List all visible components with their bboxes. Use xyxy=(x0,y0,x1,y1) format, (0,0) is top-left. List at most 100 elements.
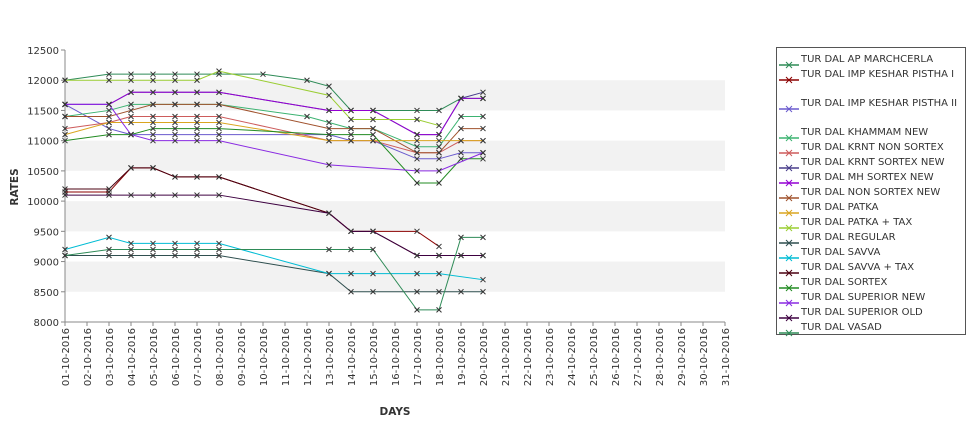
data-point xyxy=(348,107,354,114)
data-point xyxy=(216,125,222,132)
data-point xyxy=(128,107,134,114)
x-tick-label: 09-10-2016 xyxy=(237,328,248,386)
data-point xyxy=(216,192,222,198)
data-point xyxy=(480,234,486,241)
data-point xyxy=(480,252,486,259)
data-point xyxy=(128,240,134,247)
legend-label: TUR DAL SAVVA + TAX xyxy=(801,262,915,273)
legend-item: TUR DAL SORTEX xyxy=(777,277,961,292)
data-point xyxy=(216,119,222,126)
data-point xyxy=(128,101,134,108)
data-point xyxy=(348,270,354,277)
data-point xyxy=(326,83,332,90)
series-16 xyxy=(62,234,486,313)
data-point xyxy=(458,155,464,162)
x-axis-title: DAYS xyxy=(379,406,410,418)
data-point xyxy=(62,101,68,108)
data-point xyxy=(436,137,442,144)
legend-marker xyxy=(777,279,801,292)
x-tick-label: 29-10-2016 xyxy=(677,328,688,386)
data-point xyxy=(106,125,112,132)
data-point xyxy=(370,228,376,235)
x-tick-label: 27-10-2016 xyxy=(633,328,644,386)
x-tick-label: 30-10-2016 xyxy=(699,328,710,386)
y-tick-label: 11000 xyxy=(27,137,59,148)
data-point xyxy=(436,155,442,162)
series-7 xyxy=(62,101,486,156)
legend-item: TUR DAL NON SORTEX NEW xyxy=(777,187,961,202)
y-tick-label: 9000 xyxy=(34,258,59,269)
data-point xyxy=(458,137,464,144)
x-tick-label: 18-10-2016 xyxy=(435,328,446,386)
data-point xyxy=(436,307,442,313)
data-point xyxy=(326,119,332,126)
data-point xyxy=(326,161,332,168)
data-point xyxy=(172,89,178,96)
series-line xyxy=(65,103,483,154)
data-point xyxy=(414,107,420,114)
legend-label: TUR DAL SAVVA xyxy=(801,247,881,258)
data-point xyxy=(370,107,376,114)
legend-label: TUR DAL IMP KESHAR PISTHA II xyxy=(801,98,958,109)
data-point xyxy=(348,288,354,295)
legend-label: TUR DAL PATKA xyxy=(801,202,879,213)
data-point xyxy=(436,122,442,129)
data-point xyxy=(194,77,200,84)
data-point xyxy=(106,186,112,192)
data-point xyxy=(194,240,200,247)
x-tick-label: 25-10-2016 xyxy=(589,328,600,386)
data-point xyxy=(458,288,464,295)
data-point xyxy=(216,252,222,259)
series-line xyxy=(64,236,483,311)
legend-marker xyxy=(777,189,801,202)
series-line xyxy=(64,73,483,111)
legend-marker xyxy=(777,264,801,277)
data-point xyxy=(414,252,420,259)
data-point xyxy=(480,125,486,132)
data-point xyxy=(194,89,200,96)
legend-item: TUR DAL KRNT NON SORTEX xyxy=(777,142,961,157)
data-point xyxy=(414,228,420,235)
grid-band xyxy=(65,201,725,232)
data-point xyxy=(106,252,112,259)
data-point xyxy=(106,234,112,241)
data-point xyxy=(150,113,156,120)
data-point xyxy=(436,288,442,295)
data-point xyxy=(436,107,442,114)
series-line xyxy=(65,194,483,257)
legend-label: TUR DAL NON SORTEX NEW xyxy=(801,187,941,198)
data-point xyxy=(194,131,200,138)
data-point xyxy=(172,137,178,144)
x-tick-label: 22-10-2016 xyxy=(523,328,534,386)
legend-item: TUR DAL SUPERIOR NEW xyxy=(777,292,961,307)
data-point xyxy=(128,131,134,138)
data-point xyxy=(150,165,156,171)
x-tick-label: 21-10-2016 xyxy=(501,328,512,386)
x-tick-label: 01-10-2016 xyxy=(61,328,72,386)
data-point xyxy=(370,137,376,144)
data-point xyxy=(260,71,266,78)
legend-label: TUR DAL MH SORTEX NEW xyxy=(801,172,934,183)
legend-marker xyxy=(777,219,801,232)
data-point xyxy=(458,113,464,120)
legend-item: TUR DAL AP MARCHCERLA xyxy=(777,54,961,69)
data-point xyxy=(216,89,222,96)
data-point xyxy=(304,113,310,120)
data-point xyxy=(414,155,420,162)
y-tick-label: 12000 xyxy=(27,76,59,87)
data-point xyxy=(348,116,354,123)
x-tick-label: 26-10-2016 xyxy=(611,328,622,386)
data-point xyxy=(414,288,420,295)
data-point xyxy=(128,71,134,78)
data-point xyxy=(62,77,68,84)
data-point xyxy=(414,149,420,156)
data-point xyxy=(216,240,222,247)
data-point xyxy=(326,270,332,277)
data-point xyxy=(106,113,112,120)
grid-band xyxy=(65,80,725,111)
data-point xyxy=(370,246,376,253)
y-tick-label: 9500 xyxy=(34,227,59,238)
x-tick-label: 10-10-2016 xyxy=(259,328,270,386)
x-tick-label: 20-10-2016 xyxy=(479,328,490,386)
x-axis-ticks: 01-10-2016 02-10-2016 03-10-2016 04-10-2016… xyxy=(61,322,732,386)
